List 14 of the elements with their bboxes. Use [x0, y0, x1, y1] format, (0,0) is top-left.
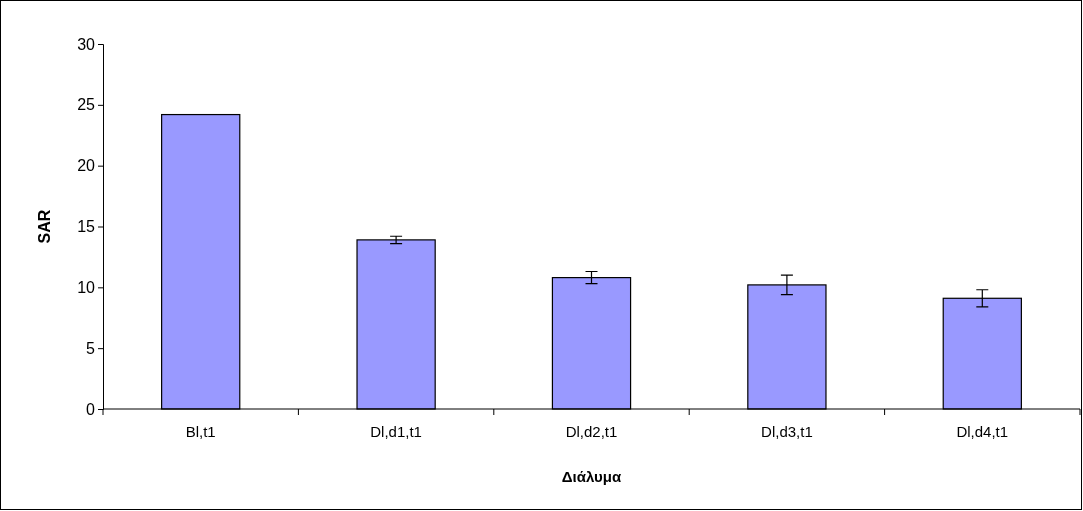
y-tick-label: 0	[86, 400, 96, 418]
y-tick-label: 5	[86, 339, 96, 357]
y-tick-label: 10	[77, 278, 96, 296]
x-tick-label: Dl,d1,t1	[370, 423, 422, 440]
x-tick-label: Dl,d4,t1	[956, 423, 1009, 440]
x-tick-label: Bl,t1	[185, 423, 216, 440]
x-tick-label: Dl,d2,t1	[565, 423, 618, 440]
y-tick-label: 20	[77, 157, 96, 175]
y-axis-title: SAR	[36, 209, 53, 244]
y-tick-label: 30	[77, 35, 96, 53]
y-tick-label: 25	[77, 96, 96, 114]
x-axis-title: Διάλυμα	[561, 468, 622, 485]
x-tick-label: Dl,d3,t1	[761, 423, 813, 440]
y-tick-label: 15	[77, 218, 96, 236]
